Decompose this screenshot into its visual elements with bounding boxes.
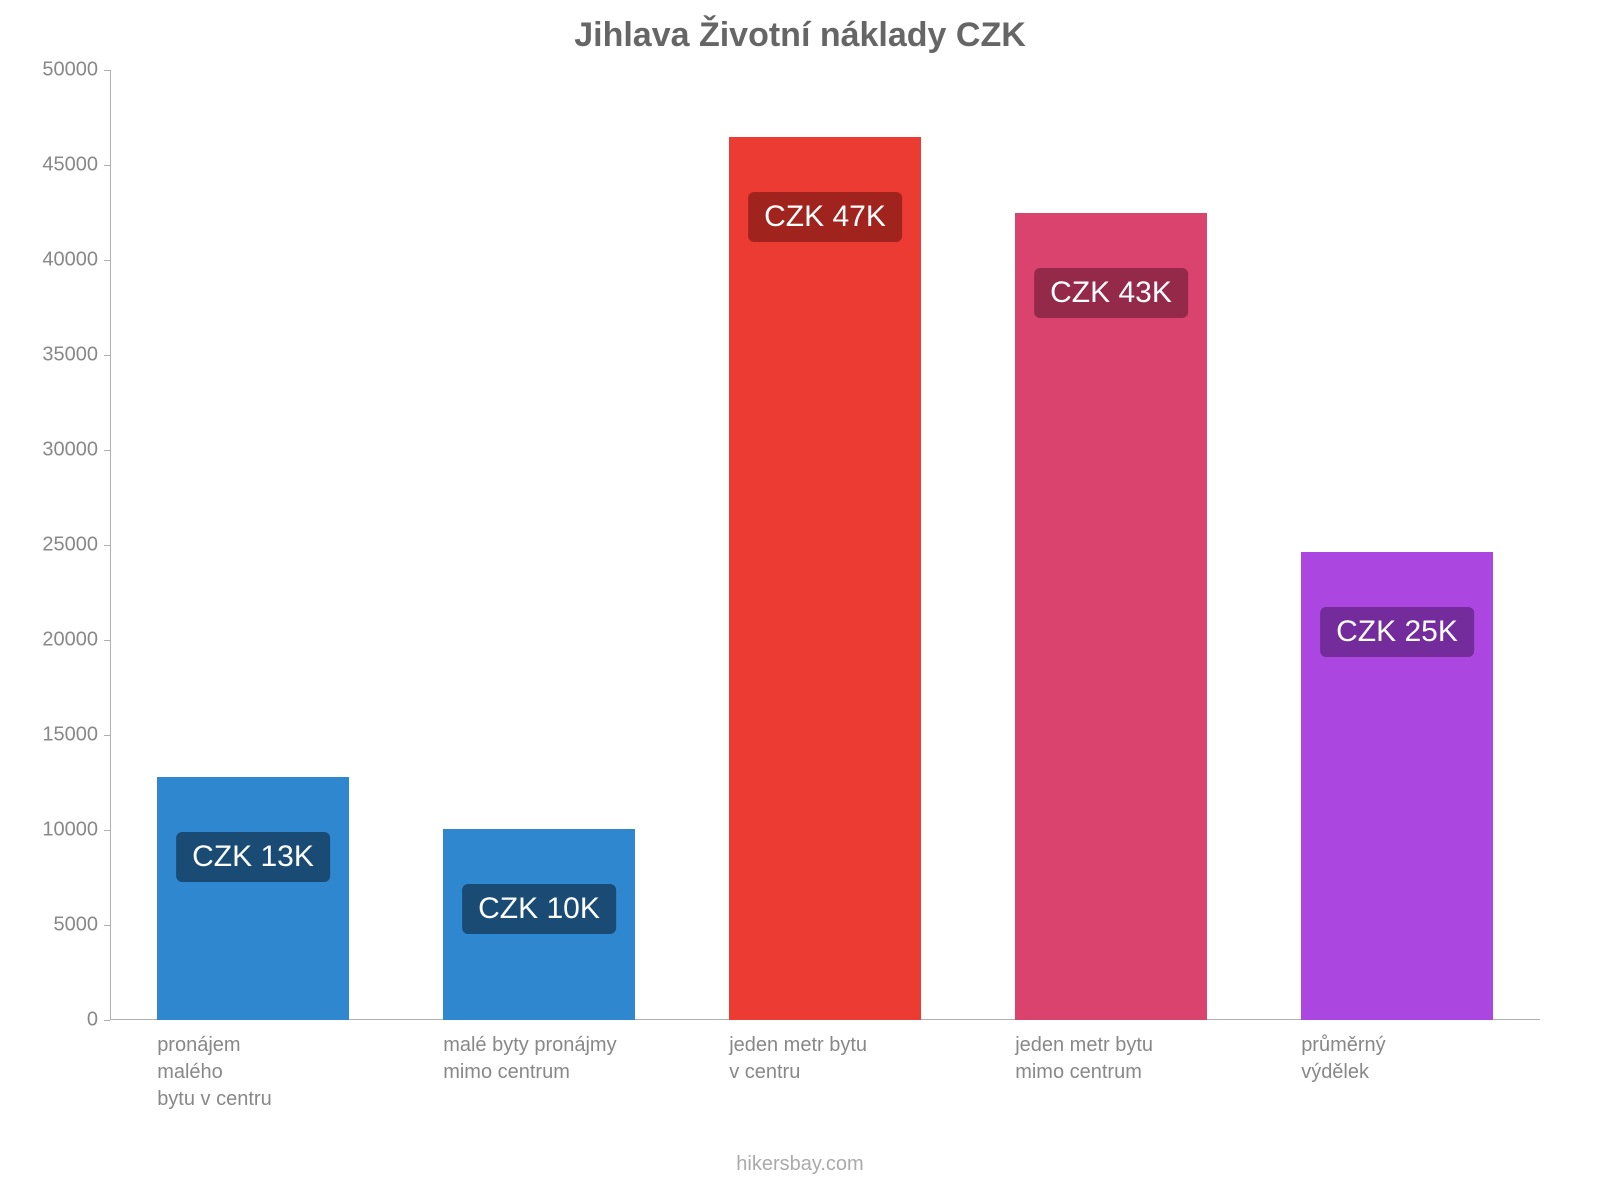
y-tick-label: 0 [87,1009,110,1032]
bar-value-badge: CZK 10K [462,884,616,934]
chart-title: Jihlava Životní náklady CZK [0,16,1600,55]
y-tick-label: 30000 [42,439,110,462]
y-tick-label: 40000 [42,249,110,272]
y-tick-label: 5000 [54,914,111,937]
x-category-label: pronájem malého bytu v centru [157,1020,409,1113]
x-category-label: jeden metr bytu v centru [729,1020,981,1086]
y-tick-label: 15000 [42,724,110,747]
bar [157,777,349,1020]
bar [1015,213,1207,1021]
bar-value-badge: CZK 13K [176,832,330,882]
y-tick-label: 35000 [42,344,110,367]
bar [729,137,921,1021]
y-tick-label: 25000 [42,534,110,557]
y-tick-label: 45000 [42,154,110,177]
x-category-label: malé byty pronájmy mimo centrum [443,1020,695,1086]
attribution-text: hikersbay.com [0,1153,1600,1176]
bar-value-badge: CZK 25K [1320,607,1474,657]
y-tick-label: 50000 [42,59,110,82]
y-tick-label: 10000 [42,819,110,842]
bar-value-badge: CZK 43K [1034,268,1188,318]
chart-container: Jihlava Životní náklady CZK CZK 13KCZK 1… [0,0,1600,1200]
x-category-label: průměrný výdělek [1301,1020,1553,1086]
bars-layer: CZK 13K CZK 10K CZK 47K CZK 43K CZK 25K [110,70,1540,1020]
x-category-label: jeden metr bytu mimo centrum [1015,1020,1267,1086]
bar-value-badge: CZK 47K [748,192,902,242]
plot-area: CZK 13KCZK 10KCZK 47KCZK 43KCZK 25K 0500… [110,70,1540,1020]
y-tick-label: 20000 [42,629,110,652]
